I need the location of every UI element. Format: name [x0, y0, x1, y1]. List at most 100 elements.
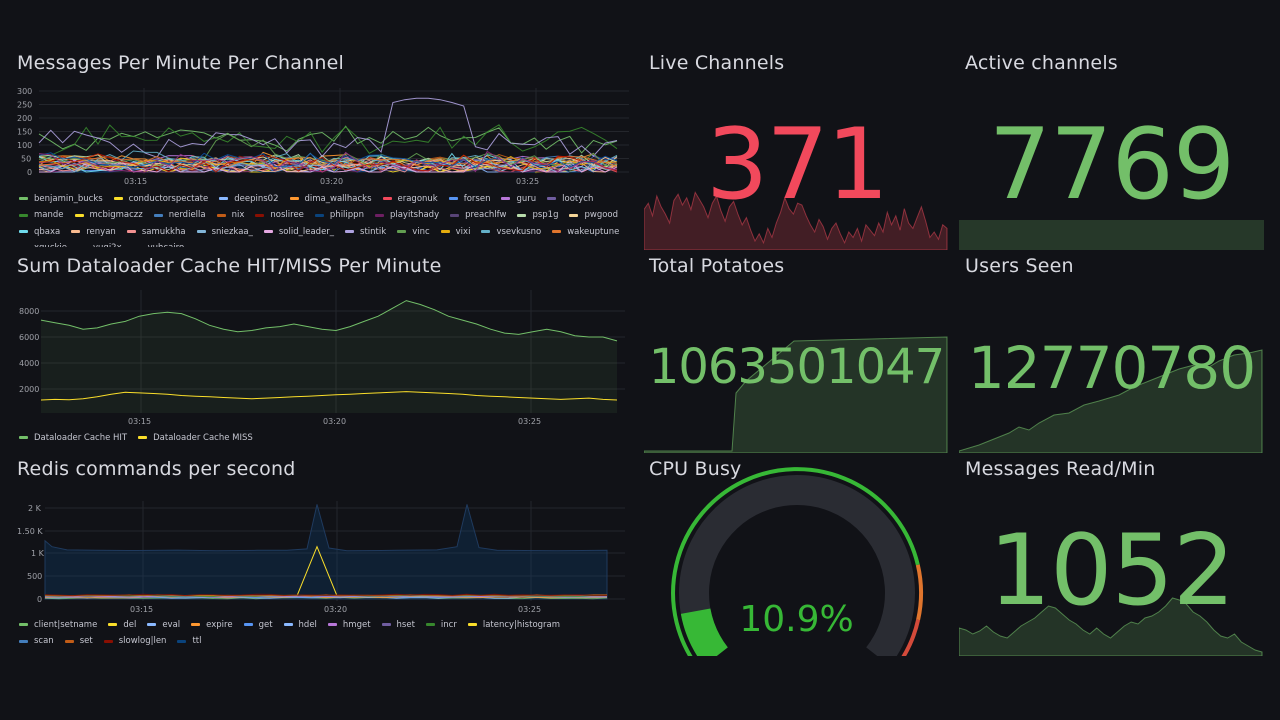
panel-cpu-busy[interactable]: CPU Busy 10.9%: [644, 458, 949, 656]
legend-item[interactable]: samukkha: [126, 224, 186, 240]
legend-item[interactable]: mande: [19, 207, 64, 223]
legend-item[interactable]: nerdiella: [153, 207, 206, 223]
legend-item[interactable]: dima_wallhacks: [289, 191, 372, 207]
legend-item[interactable]: del: [108, 617, 136, 633]
x-tick: 03:20: [320, 177, 343, 186]
legend-swatch: [103, 639, 113, 643]
legend-label: nosliree: [270, 210, 304, 220]
panel-active-channels[interactable]: Active channels 7769: [959, 52, 1264, 250]
legend-item[interactable]: latency|histogram: [467, 617, 560, 633]
legend-item[interactable]: guru: [501, 191, 536, 207]
legend-item[interactable]: eval: [147, 617, 180, 633]
legend-item[interactable]: vinc: [397, 224, 430, 240]
legend-swatch: [113, 197, 123, 200]
legend-item[interactable]: benjamin_bucks: [19, 191, 103, 207]
legend-item[interactable]: nix: [216, 207, 244, 223]
x-tick: 03:15: [124, 177, 147, 186]
legend-item[interactable]: expire: [191, 617, 233, 633]
panel-total-potatoes[interactable]: Total Potatoes 1063501047: [644, 255, 949, 453]
legend-swatch: [147, 623, 157, 626]
legend-item[interactable]: ttl: [177, 633, 201, 649]
legend-item[interactable]: scan: [19, 633, 54, 649]
legend-label: pwgood: [584, 210, 619, 220]
messages-chart[interactable]: 300 250 200 150 100 50 0 03:15 03:20 03:…: [17, 86, 632, 186]
panel-dataloader-cache[interactable]: Sum Dataloader Cache HIT/MISS Per Minute…: [17, 255, 632, 450]
legend-item[interactable]: stintik: [345, 224, 386, 240]
legend-item[interactable]: Dataloader Cache HIT: [19, 430, 127, 446]
legend-item[interactable]: nosliree: [255, 207, 304, 223]
series-line: [38, 124, 618, 159]
legend-item[interactable]: playitshady: [374, 207, 439, 223]
legend-label: expire: [206, 619, 233, 630]
legend-item[interactable]: preachlfw: [450, 207, 506, 223]
legend-item[interactable]: get: [243, 617, 273, 633]
legend-item[interactable]: mcbigmaczz: [74, 207, 143, 223]
legend-item[interactable]: forsen: [448, 191, 490, 207]
legend-swatch: [263, 230, 273, 233]
legend-swatch: [243, 623, 253, 626]
panel-users-seen[interactable]: Users Seen 12770780: [959, 255, 1264, 453]
panel-live-channels[interactable]: Live Channels 371: [644, 52, 949, 250]
legend-item[interactable]: psp1g: [517, 207, 558, 223]
miss-series-line: [40, 391, 618, 401]
series-line: [38, 153, 618, 173]
redis-chart[interactable]: 2 K 1.50 K 1 K 500 0 03:15 03:20 03:25: [17, 498, 632, 618]
legend-item[interactable]: client|setname: [19, 617, 97, 633]
legend-item[interactable]: yuhcairo: [132, 240, 185, 247]
legend-label: guru: [516, 193, 537, 204]
legend-label: scan: [34, 636, 54, 646]
legend-item[interactable]: conductorspectate: [113, 191, 208, 207]
stat-value: 1052: [988, 514, 1235, 628]
legend-item[interactable]: yugi2x: [78, 240, 122, 247]
panel-title: Live Channels: [649, 52, 785, 74]
legend-label: incr: [440, 619, 457, 630]
legend-item[interactable]: sniezkaa_: [196, 224, 253, 240]
legend-item[interactable]: slowlog|len: [103, 633, 166, 649]
legend-label: deepins02: [234, 193, 279, 204]
panel-messages-read[interactable]: Messages Read/Min 1052: [959, 458, 1264, 656]
legend-label: eval: [162, 619, 181, 630]
total-area: [44, 504, 608, 600]
y-tick: 150: [17, 128, 32, 137]
legend-swatch: [19, 230, 28, 233]
legend-item[interactable]: vixi: [440, 224, 470, 240]
legend-item[interactable]: vsevkusno: [481, 224, 541, 240]
legend-swatch: [381, 623, 391, 626]
x-tick: 03:25: [518, 605, 541, 614]
legend-label: samukkha: [141, 226, 186, 237]
legend-item[interactable]: Dataloader Cache MISS: [138, 430, 253, 446]
x-axis: 03:15 03:20 03:25: [124, 177, 539, 186]
legend-item[interactable]: set: [64, 633, 93, 649]
legend-item[interactable]: hdel: [283, 617, 317, 633]
dataloader-chart[interactable]: 8000 6000 4000 2000 03:15 03:20 03:25: [17, 285, 632, 425]
y-axis: 8000 6000 4000 2000: [19, 307, 39, 394]
legend-item[interactable]: xguckie: [19, 240, 67, 247]
legend-item[interactable]: philippn: [314, 207, 364, 223]
legend-label: get: [258, 619, 273, 630]
legend-item[interactable]: eragonuk: [382, 191, 438, 207]
legend-swatch: [569, 213, 579, 217]
legend-label: yuhcairo: [148, 240, 185, 247]
legend-item[interactable]: hset: [381, 617, 415, 633]
legend-item[interactable]: solid_leader_: [263, 224, 334, 240]
panel-redis-commands[interactable]: Redis commands per second 2 K 1.50 K 1 K…: [17, 458, 632, 653]
legend-item[interactable]: qbaxa: [19, 224, 60, 240]
legend-item[interactable]: deepins02: [219, 191, 279, 207]
legend-swatch: [132, 246, 142, 247]
legend-label: psp1g: [532, 210, 559, 220]
legend-item[interactable]: pwgood: [569, 207, 618, 223]
legend-item[interactable]: hmget: [327, 617, 371, 633]
legend-swatch: [345, 230, 355, 233]
legend-item[interactable]: wakeuptune: [552, 224, 619, 240]
live-sparkline: [644, 191, 948, 250]
y-tick: 8000: [19, 307, 39, 316]
panel-title: Messages Read/Min: [965, 458, 1156, 480]
legend-label: del: [123, 619, 137, 630]
panel-title: Active channels: [965, 52, 1118, 74]
panel-messages-per-minute[interactable]: Messages Per Minute Per Channel 300 250 …: [17, 52, 632, 247]
legend-label: nerdiella: [168, 210, 206, 220]
legend-item[interactable]: renyan: [71, 224, 116, 240]
legend-label: stintik: [360, 226, 387, 237]
legend-item[interactable]: lootych: [547, 191, 593, 207]
legend-item[interactable]: incr: [425, 617, 457, 633]
